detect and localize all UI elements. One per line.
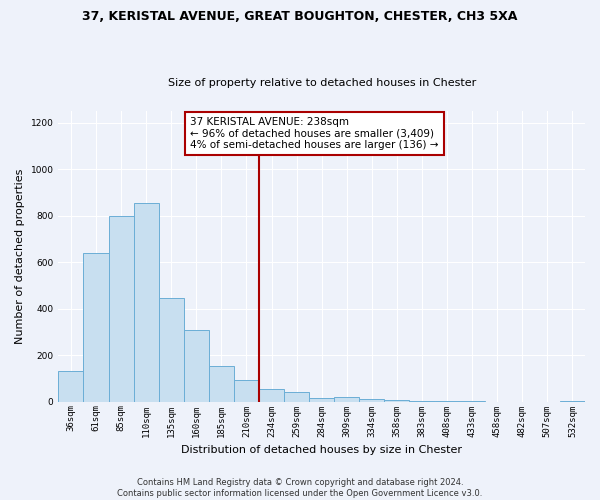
Bar bbox=[359, 400, 385, 402]
Bar bbox=[184, 330, 209, 402]
Bar bbox=[134, 203, 159, 402]
Text: 37 KERISTAL AVENUE: 238sqm
← 96% of detached houses are smaller (3,409)
4% of se: 37 KERISTAL AVENUE: 238sqm ← 96% of deta… bbox=[190, 117, 439, 150]
Bar bbox=[209, 366, 234, 402]
Text: 37, KERISTAL AVENUE, GREAT BOUGHTON, CHESTER, CH3 5XA: 37, KERISTAL AVENUE, GREAT BOUGHTON, CHE… bbox=[82, 10, 518, 23]
Bar bbox=[560, 401, 585, 402]
Y-axis label: Number of detached properties: Number of detached properties bbox=[15, 168, 25, 344]
Bar bbox=[159, 298, 184, 402]
Bar bbox=[83, 253, 109, 402]
Title: Size of property relative to detached houses in Chester: Size of property relative to detached ho… bbox=[167, 78, 476, 88]
Text: Contains HM Land Registry data © Crown copyright and database right 2024.
Contai: Contains HM Land Registry data © Crown c… bbox=[118, 478, 482, 498]
Bar bbox=[309, 398, 334, 402]
Bar bbox=[58, 372, 83, 402]
Bar bbox=[284, 392, 309, 402]
X-axis label: Distribution of detached houses by size in Chester: Distribution of detached houses by size … bbox=[181, 445, 462, 455]
Bar bbox=[385, 400, 409, 402]
Bar bbox=[234, 380, 259, 402]
Bar bbox=[109, 216, 134, 402]
Bar bbox=[259, 389, 284, 402]
Bar bbox=[334, 397, 359, 402]
